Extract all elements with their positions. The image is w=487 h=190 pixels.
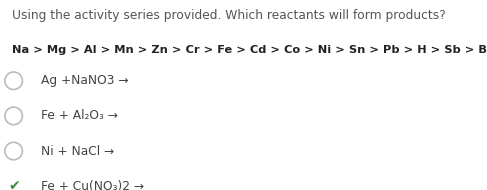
Text: Fe + Al₂O₃ →: Fe + Al₂O₃ → bbox=[41, 109, 118, 122]
Text: Fe + Cu(NO₃)2 →: Fe + Cu(NO₃)2 → bbox=[41, 180, 145, 190]
Text: Ni + NaCl →: Ni + NaCl → bbox=[41, 145, 114, 158]
Text: ✔: ✔ bbox=[9, 179, 20, 190]
Text: Na > Mg > Al > Mn > Zn > Cr > Fe > Cd > Co > Ni > Sn > Pb > H > Sb > Bi > Cu > A: Na > Mg > Al > Mn > Zn > Cr > Fe > Cd > … bbox=[12, 45, 487, 55]
Text: Ag +NaNO3 →: Ag +NaNO3 → bbox=[41, 74, 129, 87]
Text: Using the activity series provided. Which reactants will form products?: Using the activity series provided. Whic… bbox=[12, 9, 446, 21]
